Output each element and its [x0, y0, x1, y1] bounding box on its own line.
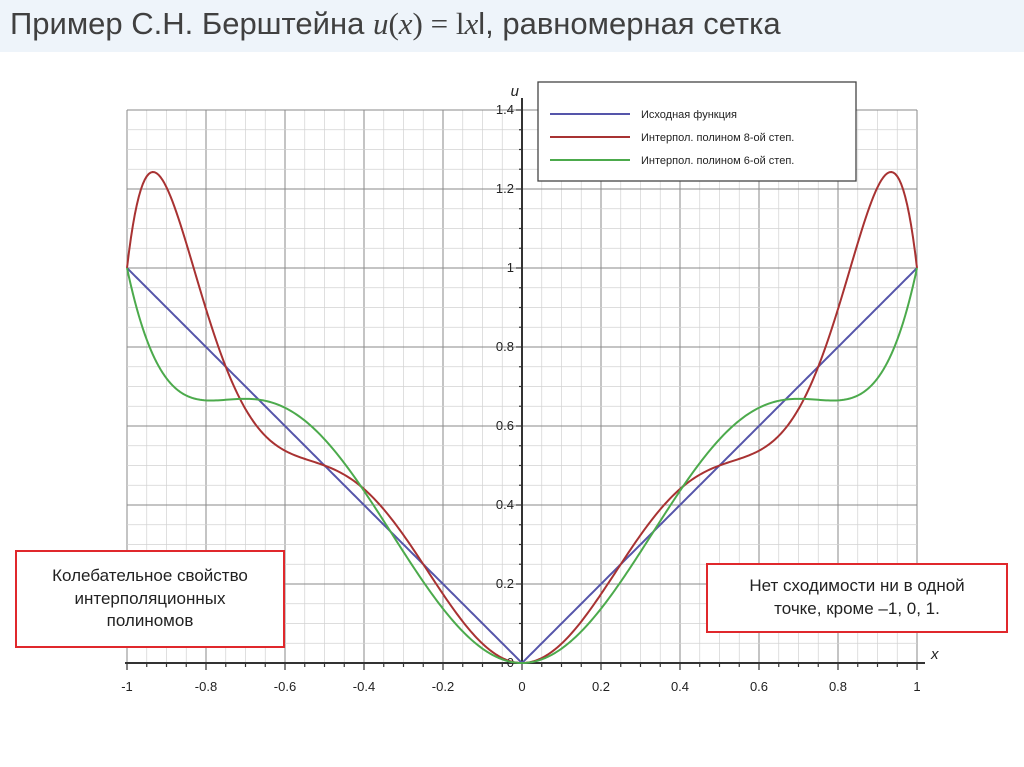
y-tick-label: 0.2 — [496, 576, 514, 591]
legend-box — [537, 81, 857, 182]
x-tick-label: -0.8 — [195, 679, 217, 694]
x-tick-label: -0.2 — [432, 679, 454, 694]
legend-label: Интерпол. полином 8-ой степ. — [641, 132, 794, 144]
x-tick-label: -1 — [121, 679, 133, 694]
poly6-line — [126, 267, 918, 664]
note-oscillation: Колебательное свойство интерполяционных … — [15, 550, 285, 648]
x-tick-label: 0.4 — [671, 679, 689, 694]
y-tick-label: 1.4 — [496, 102, 514, 117]
legend-label: Исходная функция — [641, 109, 737, 121]
x-axis-label: x — [930, 646, 939, 663]
note-convergence: Нет сходимости ни в одной точке, кроме –… — [706, 563, 1008, 633]
x-tick-label: 0 — [518, 679, 525, 694]
x-tick-label: 0.6 — [750, 679, 768, 694]
legend-label: Интерпол. полином 6-ой степ. — [641, 155, 794, 167]
y-tick-label: 0.8 — [496, 339, 514, 354]
x-tick-label: -0.4 — [353, 679, 375, 694]
page-title: Пример С.Н. Берштейна u(x) = lxl, равном… — [10, 6, 781, 41]
x-tick-label: 0.8 — [829, 679, 847, 694]
y-tick-label: 0.6 — [496, 418, 514, 433]
series-lines — [126, 170, 918, 664]
title-bar — [0, 0, 1024, 52]
y-tick-label: 0.4 — [496, 497, 514, 512]
x-tick-label: 1 — [913, 679, 920, 694]
chart-legend: Исходная функция Интерпол. полином 8-ой с… — [537, 81, 857, 182]
y-tick-label: 1.2 — [496, 181, 514, 196]
x-tick-label: 0.2 — [592, 679, 610, 694]
y-tick-label: 1 — [507, 260, 514, 275]
x-tick-label: -0.6 — [274, 679, 296, 694]
y-axis-label: u — [511, 83, 520, 100]
